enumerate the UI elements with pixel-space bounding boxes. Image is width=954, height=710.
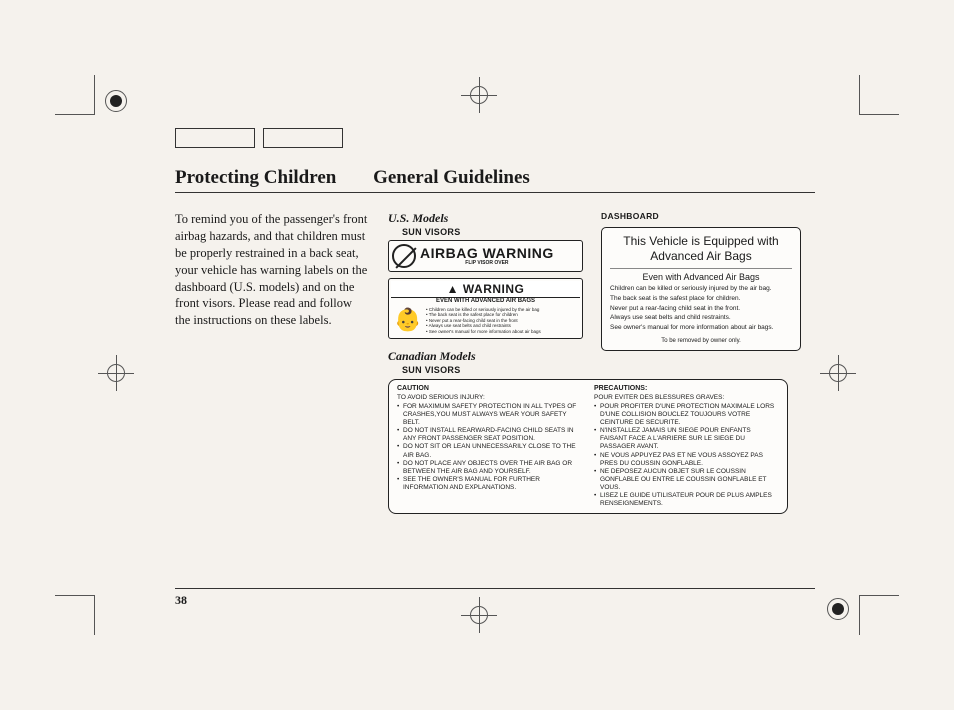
- warning-bullets: • Children can be killed or seriously in…: [426, 307, 541, 334]
- registration-cross: [103, 360, 129, 386]
- page-number: 38: [175, 588, 815, 608]
- page-title: Protecting Children General Guidelines: [175, 167, 815, 193]
- caution-column: CAUTION TO AVOID SERIOUS INJURY: FOR MAX…: [397, 385, 582, 509]
- prohibition-icon: [392, 244, 416, 268]
- caution-item: FOR MAXIMUM SAFETY PROTECTION IN ALL TYP…: [397, 403, 582, 427]
- intro-text: To remind you of the passenger's front a…: [175, 211, 370, 329]
- dashboard-line: Always use seat belts and child restrain…: [610, 314, 792, 323]
- registration-mark: [825, 596, 851, 622]
- warning-head: WARNING: [391, 281, 580, 298]
- sun-visors-label: SUN VISORS: [402, 227, 583, 237]
- child-seat-icon: 👶: [393, 307, 423, 334]
- warning-subtitle: EVEN WITH ADVANCED AIR BAGS: [391, 298, 580, 304]
- dashboard-heading: DASHBOARD: [601, 211, 801, 221]
- title-part1: Protecting Children: [175, 167, 336, 188]
- registration-cross: [825, 360, 851, 386]
- page-content: Protecting Children General Guidelines T…: [175, 128, 815, 514]
- precaution-item: N'INSTALLEZ JAMAIS UN SIEGE POUR ENFANTS…: [594, 427, 779, 451]
- dashboard-title: This Vehicle is Equipped with Advanced A…: [610, 234, 792, 264]
- canadian-heading: Canadian Models: [388, 349, 583, 364]
- dashboard-line: Children can be killed or seriously inju…: [610, 285, 792, 294]
- dashboard-line: Never put a rear-facing child seat in th…: [610, 305, 792, 314]
- crop-mark: [55, 595, 95, 635]
- caution-item: SEE THE OWNER'S MANUAL FOR FURTHER INFOR…: [397, 476, 582, 492]
- caution-item: DO NOT INSTALL REARWARD-FACING CHILD SEA…: [397, 427, 582, 443]
- precautions-column: PRECAUTIONS: POUR EVITER DES BLESSURES G…: [594, 385, 779, 509]
- dashboard-line: The back seat is the safest place for ch…: [610, 295, 792, 304]
- title-part2: General Guidelines: [373, 167, 530, 188]
- precaution-item: LISEZ LE GUIDE UTILISATEUR POUR DE PLUS …: [594, 492, 779, 508]
- canadian-sun-visors: SUN VISORS: [402, 365, 583, 375]
- caution-intro: TO AVOID SERIOUS INJURY:: [397, 394, 582, 402]
- us-models-heading: U.S. Models: [388, 211, 583, 226]
- caution-item: DO NOT PLACE ANY OBJECTS OVER THE AIR BA…: [397, 460, 582, 476]
- crop-mark: [859, 595, 899, 635]
- dashboard-body: Children can be killed or seriously inju…: [610, 285, 792, 333]
- airbag-warning-title: AIRBAG WARNING: [420, 246, 554, 260]
- crop-mark: [859, 75, 899, 115]
- airbag-warning-label: AIRBAG WARNING FLIP VISOR OVER: [388, 240, 583, 272]
- registration-cross: [466, 82, 492, 108]
- crop-mark: [55, 75, 95, 115]
- warning-label: WARNING EVEN WITH ADVANCED AIR BAGS 👶 • …: [388, 278, 583, 339]
- dashboard-label-box: This Vehicle is Equipped with Advanced A…: [601, 227, 801, 351]
- precaution-item: POUR PROFITER D'UNE PROTECTION MAXIMALE …: [594, 403, 779, 427]
- dashboard-line: See owner's manual for more information …: [610, 324, 792, 333]
- labels-column: U.S. Models SUN VISORS AIRBAG WARNING FL…: [388, 211, 583, 514]
- caution-head: CAUTION: [397, 385, 582, 394]
- precaution-item: NE VOUS APPUYEZ PAS ET NE VOUS ASSOYEZ P…: [594, 452, 779, 468]
- registration-mark: [103, 88, 129, 114]
- intro-column: To remind you of the passenger's front a…: [175, 211, 370, 514]
- dashboard-sub: Even with Advanced Air Bags: [610, 268, 792, 282]
- dashboard-footer: To be removed by owner only.: [610, 338, 792, 344]
- precaution-item: NE DEPOSEZ AUCUN OBJET SUR LE COUSSIN GO…: [594, 468, 779, 492]
- caution-item: DO NOT SIT OR LEAN UNNECESSARILY CLOSE T…: [397, 443, 582, 459]
- header-boxes: [175, 128, 815, 153]
